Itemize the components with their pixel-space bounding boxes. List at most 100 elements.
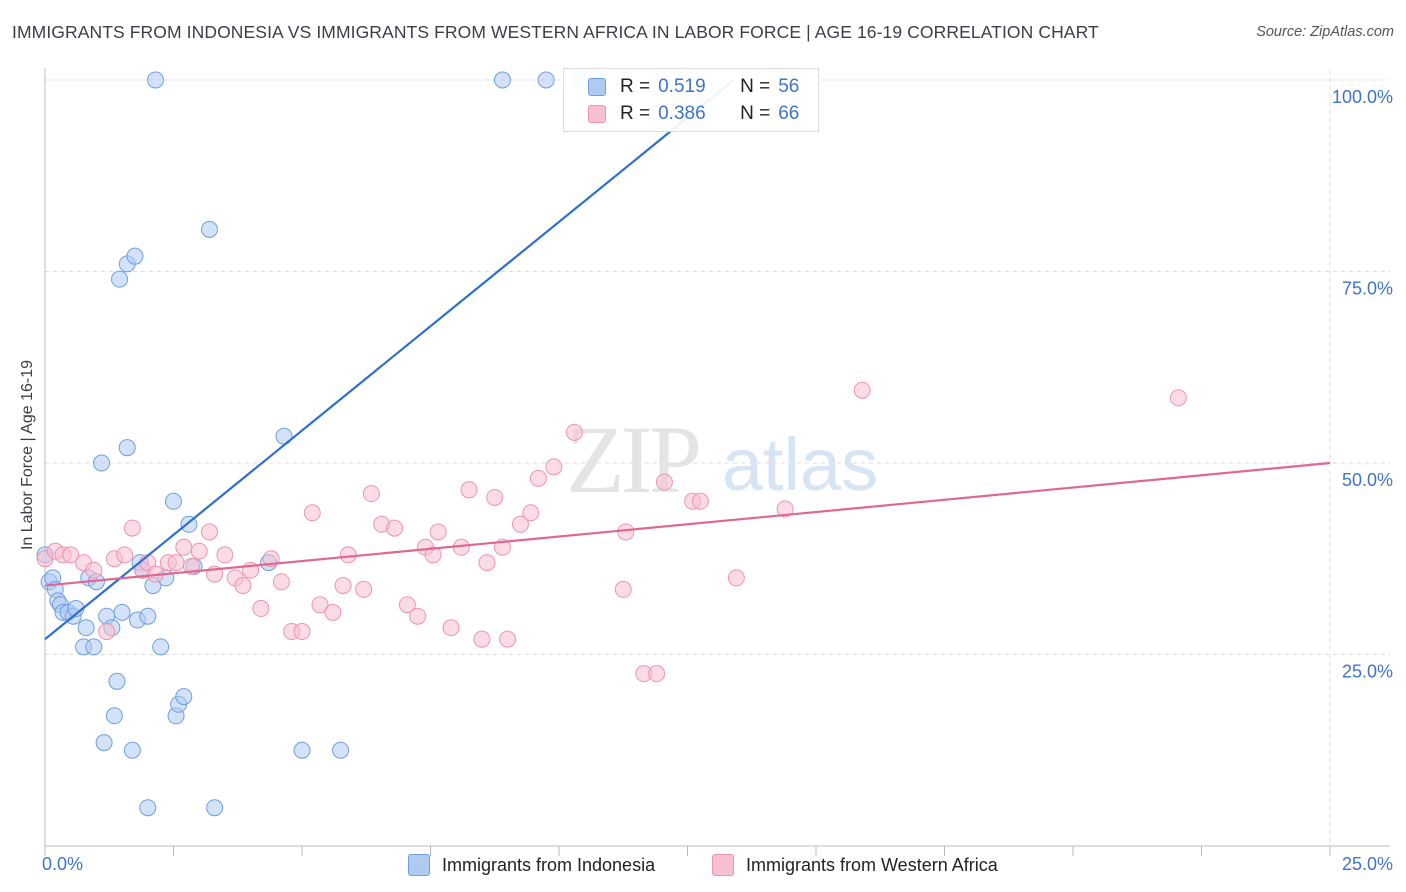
correlation-legend: R = 0.519 N = 56 R = 0.386 N = 66 [563,68,819,132]
legend-n-value: 66 [778,103,800,124]
bottom-legend-item-indonesia: Immigrants from Indonesia [408,852,655,878]
western-africa-point [511,515,529,533]
western-africa-point [429,523,447,541]
western-africa-point [362,485,380,503]
western-africa-point [648,665,666,683]
bottom-legend-label: Immigrants from Indonesia [442,854,656,875]
indonesia-point [113,603,131,621]
indonesia-point [85,638,103,656]
indonesia-point [139,799,157,817]
western-africa-point [324,603,342,621]
indonesia-point [537,71,555,89]
indonesia-point [200,220,218,238]
bottom-legend-label: Immigrants from Western Africa [746,854,998,875]
y-tick-label: 100.0% [1332,87,1393,107]
grid-layer [45,70,1390,846]
points-layer [36,71,1187,817]
western-africa-point [334,577,352,595]
legend-r-label: R = [620,103,651,124]
legend-r-value: 0.386 [658,103,706,124]
western-africa-point [339,546,357,564]
western-africa-point [98,623,116,641]
indonesia-point [139,607,157,625]
x-tick-label: 25.0% [1342,854,1393,874]
legend-row-indonesia: R = 0.519 N = 56 [588,74,799,100]
western-africa-point [499,630,517,648]
chart-title: IMMIGRANTS FROM INDONESIA VS IMMIGRANTS … [12,22,1099,42]
indonesia-point [152,638,170,656]
western-africa-point [655,473,673,491]
western-africa-point [252,600,270,618]
western-africa-point [123,519,141,537]
western-africa-point [62,546,80,564]
western-africa-point [473,630,491,648]
western-africa-point [200,523,218,541]
y-tick-label: 25.0% [1342,662,1393,682]
indonesia-point [126,247,144,265]
indonesia-point [105,707,123,725]
trend-layer [44,79,1331,641]
western-africa-trend-line [44,461,1331,587]
western-africa-point [175,538,193,556]
western-africa-point [727,569,745,587]
legend-n-label: N = [740,103,771,124]
legend-n-label: N = [740,76,771,97]
indonesia-point [93,454,111,472]
legend-r-value: 0.519 [658,76,706,97]
western-africa-point [311,596,329,614]
western-africa-point [234,577,252,595]
indonesia-point [123,741,141,759]
western-africa-point [614,580,632,598]
western-africa-point [303,504,321,522]
watermark-atlas: atlas [722,423,878,506]
indonesia-point [493,71,511,89]
western-africa-point [691,492,709,510]
bottom-legend-swatch-blue [408,854,430,876]
legend-r-label: R = [620,76,651,97]
western-africa-point [116,546,134,564]
axis-layer: 25.0% 50.0% 75.0% 100.0% 0.0% 25.0% [42,68,1393,874]
western-africa-point [85,561,103,579]
indonesia-point [175,688,193,706]
western-africa-point [522,504,540,522]
western-africa-point [409,607,427,625]
indonesia-point [165,492,182,510]
indonesia-point [332,741,350,759]
western-africa-point [355,580,373,598]
western-africa-point [853,381,871,399]
indonesia-point [206,799,224,817]
legend-swatch-pink [588,105,606,123]
western-africa-point [486,488,504,506]
indonesia-point [118,439,136,457]
western-africa-point [190,542,208,560]
western-africa-point [424,546,442,564]
western-africa-point [386,519,404,537]
indonesia-point [293,741,311,759]
x-tick-label: 0.0% [42,854,83,874]
legend-swatch-blue [588,78,606,96]
legend-row-western-africa: R = 0.386 N = 66 [588,101,799,127]
western-africa-point [617,523,635,541]
western-africa-point [167,554,185,572]
indonesia-point [77,619,95,637]
bottom-legend-item-western-africa: Immigrants from Western Africa [712,852,998,878]
western-africa-point [565,423,583,441]
indonesia-point [111,270,129,288]
watermark: ZIP atlas [566,406,878,513]
western-africa-point [478,554,496,572]
western-africa-point [216,546,234,564]
y-tick-label: 75.0% [1342,279,1393,299]
western-africa-point [545,458,563,476]
legend-n-value: 56 [778,76,800,97]
western-africa-point [1169,389,1187,407]
indonesia-trend-line [44,79,735,641]
western-africa-point [442,619,460,637]
western-africa-point [460,481,478,499]
western-africa-point [529,469,547,487]
western-africa-point [398,596,416,614]
y-tick-label: 50.0% [1342,470,1393,490]
source-label: Source: ZipAtlas.com [1256,24,1394,40]
indonesia-point [147,71,165,89]
western-africa-point [293,623,311,641]
